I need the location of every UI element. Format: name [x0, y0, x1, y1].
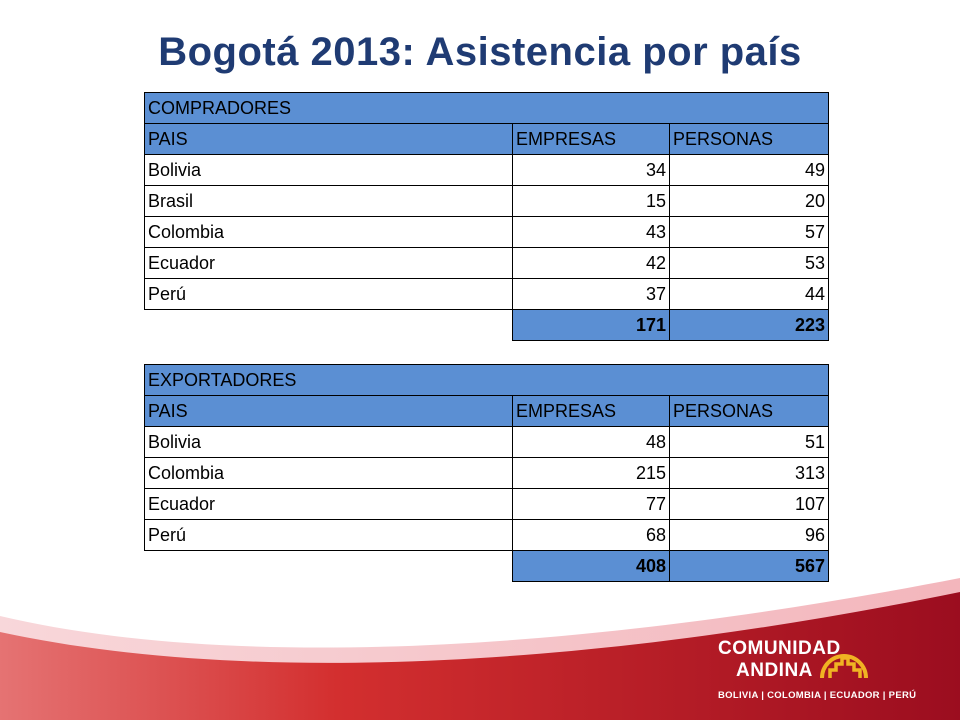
total-spacer [144, 309, 513, 341]
cell-empresas: 42 [512, 247, 670, 279]
compradores-table: COMPRADORES PAIS EMPRESAS PERSONAS Boliv… [143, 92, 830, 341]
total-row: 171 223 [144, 309, 830, 341]
cell-personas: 107 [668, 488, 830, 520]
cell-pais: Colombia [144, 457, 513, 489]
logo-wordmark-line1: COMUNIDAD [718, 638, 841, 659]
table-row: Colombia 43 57 [144, 216, 830, 248]
cell-personas: 20 [668, 185, 830, 217]
table-row: Perú 68 96 [144, 519, 830, 551]
table-row: Bolivia 48 51 [144, 426, 830, 458]
table-row: Ecuador 42 53 [144, 247, 830, 279]
cell-personas: 96 [668, 519, 830, 551]
cell-pais: Perú [144, 278, 513, 310]
total-personas: 567 [668, 550, 830, 582]
cell-personas: 49 [668, 154, 830, 186]
logo-wordmark-line2: ANDINA [736, 660, 813, 681]
total-empresas: 171 [512, 309, 670, 341]
page-title: Bogotá 2013: Asistencia por país [158, 30, 802, 74]
exportadores-section-title: EXPORTADORES [143, 364, 830, 396]
compradores-section-title: COMPRADORES [143, 92, 830, 124]
andean-community-logo-icon [820, 654, 868, 679]
cell-pais: Bolivia [144, 426, 513, 458]
cell-empresas: 15 [512, 185, 670, 217]
column-header-pais: PAIS [144, 395, 513, 427]
column-header-empresas: EMPRESAS [512, 123, 670, 155]
total-row: 408 567 [144, 550, 830, 582]
cell-personas: 44 [668, 278, 830, 310]
column-header-personas: PERSONAS [668, 395, 830, 427]
column-header-personas: PERSONAS [668, 123, 830, 155]
total-spacer [144, 550, 513, 582]
column-header-empresas: EMPRESAS [512, 395, 670, 427]
cell-empresas: 68 [512, 519, 670, 551]
table-row: Brasil 15 20 [144, 185, 830, 217]
cell-pais: Perú [144, 519, 513, 551]
cell-pais: Ecuador [144, 247, 513, 279]
cell-pais: Ecuador [144, 488, 513, 520]
table-row: Ecuador 77 107 [144, 488, 830, 520]
cell-empresas: 43 [512, 216, 670, 248]
cell-personas: 51 [668, 426, 830, 458]
cell-empresas: 77 [512, 488, 670, 520]
member-countries: BOLIVIA | COLOMBIA | ECUADOR | PERÚ [718, 690, 917, 701]
cell-pais: Brasil [144, 185, 513, 217]
table-row: Colombia 215 313 [144, 457, 830, 489]
table-row: Bolivia 34 49 [144, 154, 830, 186]
cell-empresas: 215 [512, 457, 670, 489]
cell-personas: 53 [668, 247, 830, 279]
cell-personas: 313 [668, 457, 830, 489]
cell-empresas: 48 [512, 426, 670, 458]
cell-personas: 57 [668, 216, 830, 248]
cell-pais: Colombia [144, 216, 513, 248]
cell-pais: Bolivia [144, 154, 513, 186]
column-header-pais: PAIS [144, 123, 513, 155]
cell-empresas: 37 [512, 278, 670, 310]
cell-empresas: 34 [512, 154, 670, 186]
exportadores-table: EXPORTADORES PAIS EMPRESAS PERSONAS Boli… [143, 364, 830, 582]
table-row: Perú 37 44 [144, 278, 830, 310]
total-personas: 223 [668, 309, 830, 341]
footer-red-swoosh [0, 578, 960, 720]
total-empresas: 408 [512, 550, 670, 582]
